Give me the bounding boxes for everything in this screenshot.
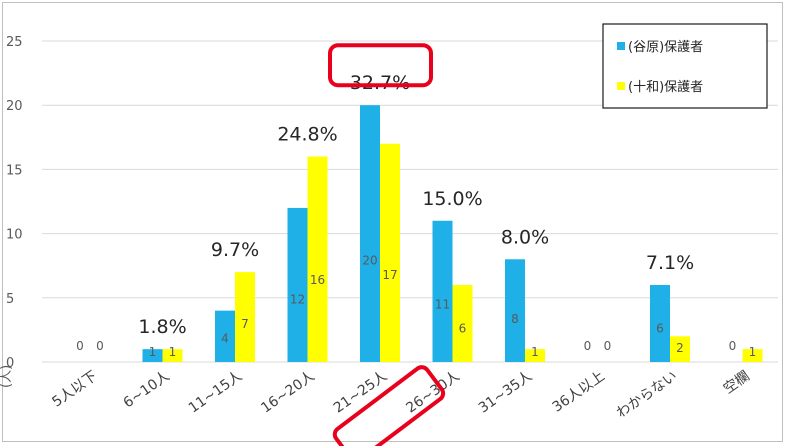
legend-entry: (谷原)保護者 [628, 39, 703, 55]
bar-tanihara [287, 207, 308, 362]
value-label: 20 [362, 253, 377, 267]
x-axis-label: 6~10人 [121, 368, 173, 411]
value-label: 6 [656, 322, 664, 336]
legend-swatch [617, 82, 625, 90]
x-axis-label: 5人以下 [49, 368, 100, 410]
value-label: 1 [531, 345, 539, 359]
x-axis-label: 空欄 [721, 368, 753, 397]
bar-tanihara [432, 220, 453, 362]
x-axis-labels: 5人以下 6~10人 11~15人 16~20人 21~25人 26~30人 31~35人 3… [49, 368, 752, 421]
bar-tanihara [505, 259, 525, 362]
value-label: 1 [149, 345, 157, 359]
x-axis-label: 31~35人 [476, 368, 535, 416]
value-label: 0 [729, 339, 737, 353]
chart-frame [2, 2, 783, 442]
y-axis-ticks: 0 5 10 15 20 25 (人) [0, 35, 23, 388]
y-tick-label: 10 [6, 228, 23, 243]
value-label: 4 [221, 331, 229, 345]
bars [142, 105, 763, 362]
value-label: 16 [310, 273, 325, 287]
value-label: 11 [435, 297, 450, 311]
bar-towa [307, 156, 328, 362]
bar-towa [670, 336, 690, 362]
value-label: 2 [676, 341, 684, 355]
bar-towa [525, 349, 545, 362]
bar-tanihara [360, 105, 380, 362]
y-axis-label: (人) [0, 365, 14, 388]
percent-label: 7.1% [646, 252, 694, 274]
value-label: 1 [169, 345, 177, 359]
legend-swatch [617, 42, 625, 50]
value-label: 6 [459, 322, 467, 336]
bar-tanihara [142, 349, 163, 362]
percent-label: 9.7% [211, 239, 259, 261]
x-axis-label: 16~20人 [258, 368, 317, 416]
value-label: 0 [76, 339, 84, 353]
legend: (谷原)保護者 (十和)保護者 [602, 23, 768, 109]
highlight-box-percent [328, 43, 433, 88]
percent-label: 1.8% [138, 316, 186, 338]
x-axis-label: 36人以上 [550, 368, 608, 415]
bar-towa [235, 272, 255, 362]
value-label: 12 [290, 292, 305, 306]
y-tick-label: 15 [6, 163, 23, 178]
legend-box [602, 23, 768, 109]
percent-label: 24.8% [277, 124, 337, 146]
y-tick-label: 25 [6, 35, 23, 50]
bar-tanihara [215, 310, 235, 362]
value-label: 8 [511, 312, 519, 326]
bar-tanihara [650, 284, 670, 362]
percent-label: 8.0% [501, 226, 549, 248]
value-label: 1 [749, 345, 757, 359]
bar-towa [162, 349, 183, 362]
bar-towa [452, 284, 473, 362]
highlight-boxes [328, 43, 446, 446]
y-tick-label: 0 [6, 356, 14, 371]
value-label: 7 [241, 317, 249, 331]
legend-entry: (十和)保護者 [628, 79, 703, 95]
percent-labels: 1.8%9.7%24.8%32.7%15.0%8.0%7.1% [138, 72, 694, 338]
x-axis-label: 11~15人 [186, 368, 245, 416]
value-label: 0 [96, 339, 104, 353]
value-label: 17 [382, 268, 397, 282]
x-axis-label: わからない [614, 368, 681, 421]
percent-label: 15.0% [422, 188, 482, 210]
bar-towa [380, 143, 400, 362]
bar-towa [742, 349, 763, 362]
highlight-box-category [332, 365, 446, 446]
value-label: 0 [604, 339, 612, 353]
value-label: 0 [584, 339, 592, 353]
y-tick-label: 5 [6, 292, 14, 307]
y-tick-label: 20 [6, 99, 23, 114]
